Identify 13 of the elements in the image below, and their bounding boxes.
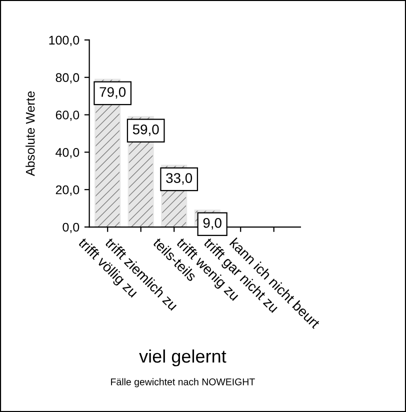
y-tick-label: 100,0 — [49, 36, 80, 46]
y-tick-label: 20,0 — [56, 185, 80, 196]
data-label: 79,0 — [100, 87, 126, 99]
y-tick-label: 40,0 — [56, 148, 80, 158]
y-tick-label: 0,0 — [62, 222, 80, 234]
data-label: 9,0 — [203, 218, 222, 230]
y-axis-title: Absolute Werte — [26, 91, 35, 176]
data-label: 33,0 — [166, 173, 192, 185]
y-tick-label: 60,0 — [56, 110, 80, 121]
text: Fälle gewichtet nach NOWEIGHT — [111, 378, 255, 388]
data-label: 59,0 — [132, 124, 159, 136]
y-tick-label: 80,0 — [56, 73, 80, 84]
text: viel gelernt — [139, 349, 226, 366]
